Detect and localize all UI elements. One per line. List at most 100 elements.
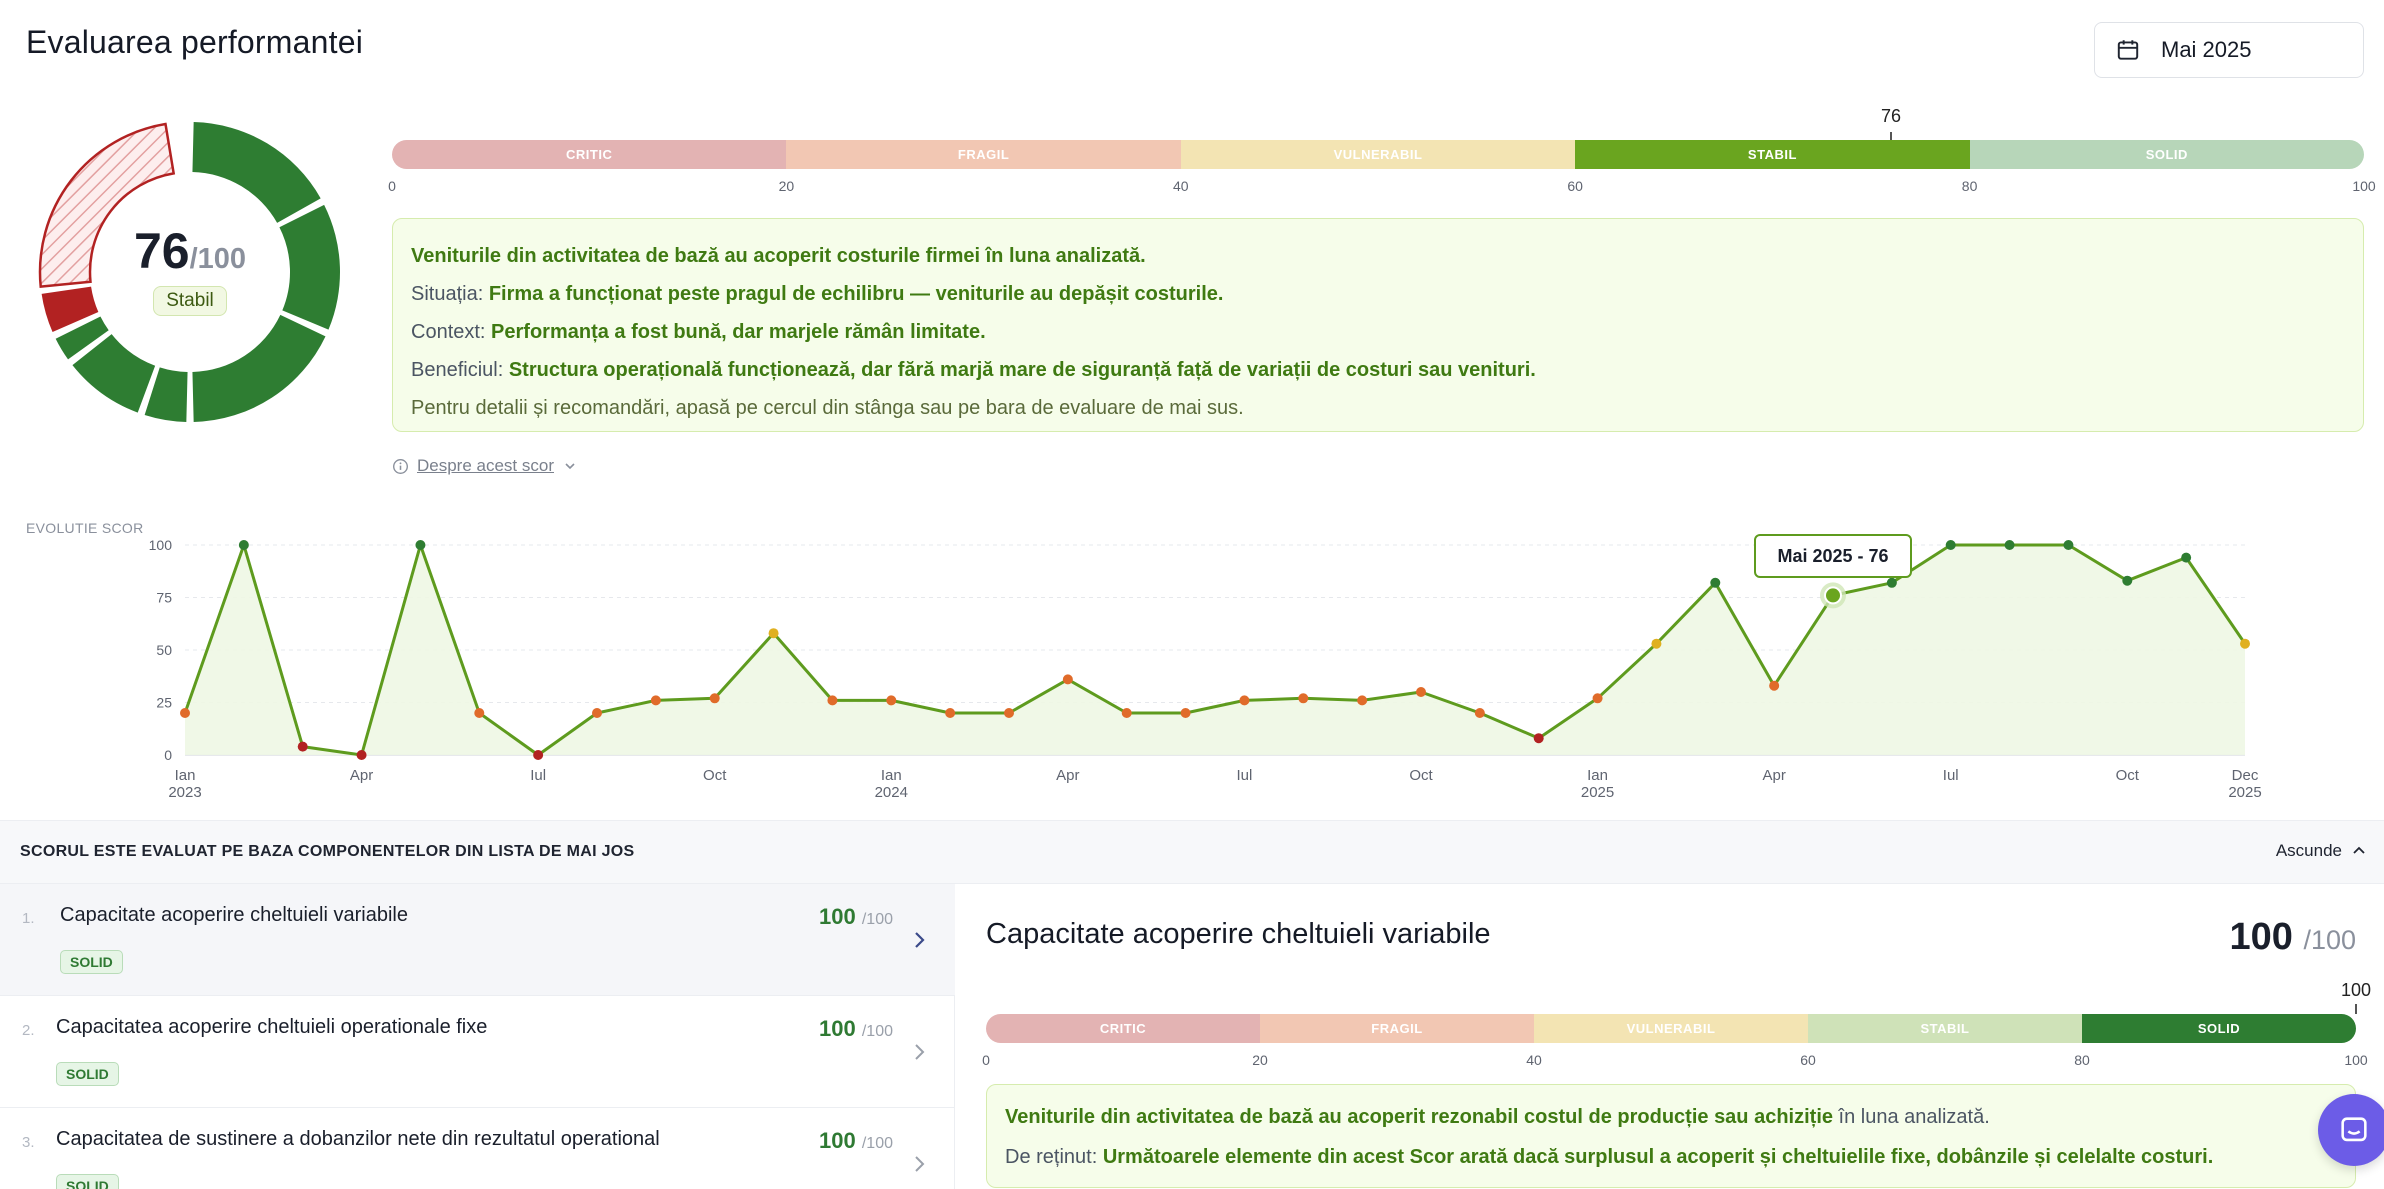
donut-segment — [72, 334, 156, 413]
detail-rating-bar: CRITIC FRAGIL VULNERABIL STABIL SOLID — [986, 1014, 2356, 1043]
situation-label: Situația: — [411, 283, 484, 305]
rating-segment-solid: SOLID — [1969, 140, 2364, 169]
data-point — [238, 540, 249, 550]
data-point — [650, 695, 661, 706]
status-badge: Stabil — [153, 286, 227, 316]
chevron-down-icon — [565, 463, 575, 470]
component-item-1[interactable]: 1. Capacitate acoperire cheltuieli varia… — [0, 884, 955, 996]
data-point — [1298, 693, 1309, 704]
data-point — [1239, 695, 1250, 706]
component-badge: SOLID — [56, 1174, 119, 1189]
data-point — [2063, 540, 2074, 550]
component-score-max: /100 — [861, 911, 893, 928]
component-badge: SOLID — [56, 1062, 119, 1086]
data-point — [533, 750, 544, 760]
score-donut[interactable]: 76/100 Stabil — [36, 118, 344, 426]
month-picker[interactable]: Mai 2025 — [2094, 22, 2364, 78]
x-tick-label: Iul — [1943, 767, 1959, 784]
y-tick-label: 0 — [164, 747, 172, 763]
x-tick-label: Apr — [1762, 767, 1785, 784]
detail-summary: Veniturile din activitatea de bază au ac… — [986, 1084, 2356, 1188]
x-tick-label: Iul — [1237, 767, 1253, 784]
rating-marker — [1890, 132, 1892, 142]
rating-ticks: 0 20 40 60 80 100 — [388, 178, 2376, 198]
about-score-toggle[interactable]: Despre acest scor — [392, 456, 576, 476]
summary-headline: Veniturile din activitatea de bază au ac… — [411, 245, 1146, 267]
component-name: Capacitatea acoperire cheltuieli operati… — [56, 1016, 488, 1038]
chevron-right-icon — [915, 1044, 925, 1060]
y-tick-label: 25 — [156, 695, 172, 711]
detail-rating-tick: 60 — [1800, 1052, 1816, 1068]
y-tick-label: 75 — [156, 590, 172, 606]
detail-rating-segment-vulnerabil: VULNERABIL — [1534, 1014, 1808, 1043]
rating-tick: 100 — [2352, 178, 2376, 194]
x-tick-year-label: 2025 — [1581, 784, 1614, 801]
component-score-value: 100 — [819, 1128, 856, 1153]
chat-icon — [2341, 1117, 2367, 1142]
chat-launcher-button[interactable] — [2318, 1094, 2384, 1166]
data-point — [1357, 695, 1368, 706]
x-tick-label: Apr — [350, 767, 373, 784]
component-number: 3. — [22, 1134, 35, 1151]
detail-line1-bold: Veniturile din activitatea de bază au ac… — [1005, 1106, 1833, 1128]
component-item-2[interactable]: 2. Capacitatea acoperire cheltuieli oper… — [0, 996, 955, 1108]
data-point — [297, 741, 308, 752]
x-tick-label: Oct — [2116, 767, 2140, 784]
data-point — [1710, 577, 1721, 588]
data-point — [886, 695, 897, 706]
rating-segment-stabil: STABIL — [1575, 140, 1970, 169]
data-point — [592, 708, 602, 718]
detail-marker — [2355, 1004, 2357, 1014]
detail-score: 100 /100 — [2229, 916, 2356, 959]
component-item-3[interactable]: 3. Capacitatea de sustinere a dobanzilor… — [0, 1108, 955, 1189]
component-score-value: 100 — [819, 1016, 856, 1041]
rating-tick: 0 — [388, 178, 396, 194]
detail-rating-tick: 80 — [2074, 1052, 2090, 1068]
data-point — [2122, 575, 2133, 586]
series-area — [185, 545, 2245, 755]
rating-bar[interactable]: CRITIC FRAGIL VULNERABIL STABIL SOLID — [392, 140, 2364, 169]
data-point — [1474, 708, 1485, 718]
detail-rating-tick: 0 — [982, 1052, 990, 1068]
components-list: 1. Capacitate acoperire cheltuieli varia… — [0, 884, 955, 1189]
donut-segment — [41, 286, 99, 333]
x-tick-label: Dec — [2232, 767, 2259, 784]
x-tick-label: Iul — [530, 767, 546, 784]
benefit-label: Beneficiul: — [411, 359, 504, 381]
chart-title: EVOLUTIE SCOR — [26, 520, 144, 536]
data-point — [1533, 733, 1544, 744]
components-header-title: SCORUL ESTE EVALUAT PE BAZA COMPONENTELO… — [20, 843, 635, 860]
rating-tick: 20 — [778, 178, 795, 194]
highlight-point — [1824, 586, 1842, 605]
data-point — [1769, 680, 1780, 691]
x-tick-label: Oct — [1409, 767, 1433, 784]
detail-rating-tick: 40 — [1526, 1052, 1542, 1068]
rating-segment-vulnerabil: VULNERABIL — [1180, 140, 1576, 169]
donut-segment — [192, 314, 326, 422]
x-tick-label: Ian — [175, 767, 196, 784]
chevron-up-icon — [2353, 846, 2365, 854]
data-point — [2004, 540, 2015, 550]
component-name: Capacitatea de sustinere a dobanzilor ne… — [56, 1128, 660, 1150]
detail-rating-segment-stabil: STABIL — [1808, 1014, 2082, 1043]
component-score: 100 /100 — [819, 904, 893, 930]
detail-score-value: 100 — [2229, 916, 2293, 958]
score-donut-chart — [38, 122, 341, 422]
detail-rating-ticks: 0 20 40 60 80 100 — [982, 1052, 2368, 1072]
summary-hint: Pentru detalii și recomandări, apasă pe … — [411, 397, 1244, 419]
benefit-text: Structura operațională funcționează, dar… — [508, 359, 1536, 381]
data-point — [356, 750, 367, 760]
data-point — [945, 708, 956, 718]
data-point — [415, 540, 426, 550]
data-point — [709, 693, 720, 704]
detail-rating-segment-fragil: FRAGIL — [1260, 1014, 1534, 1043]
detail-score-max: /100 — [2303, 925, 2356, 955]
collapse-button[interactable]: Ascunde — [2276, 841, 2366, 861]
data-point — [1121, 708, 1132, 718]
component-score-max: /100 — [861, 1023, 893, 1040]
data-point — [1180, 708, 1191, 718]
detail-rating-tick: 100 — [2344, 1052, 2368, 1068]
x-tick-year-label: 2024 — [875, 784, 908, 801]
context-text: Performanța a fost bună, dar marjele răm… — [491, 321, 986, 343]
